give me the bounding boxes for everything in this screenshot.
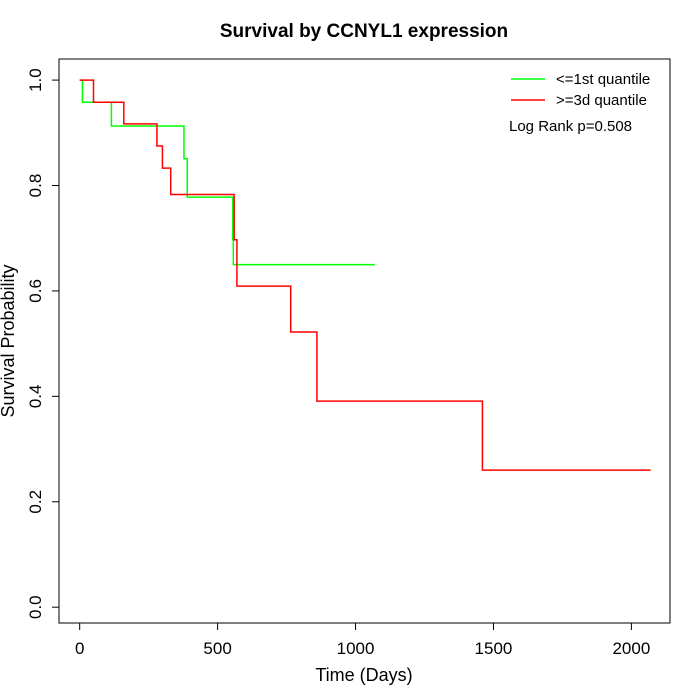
x-axis-label: Time (Days) <box>315 665 412 685</box>
x-tick-label: 2000 <box>612 639 650 658</box>
y-tick-label: 0.4 <box>26 385 45 409</box>
y-tick-label: 0.2 <box>26 490 45 514</box>
y-tick-label: 1.0 <box>26 68 45 92</box>
y-tick-label: 0.0 <box>26 595 45 619</box>
x-tick-label: 0 <box>75 639 84 658</box>
y-axis: 0.0 0.2 0.4 0.6 0.8 1.0 <box>26 68 60 619</box>
log-rank-annotation: Log Rank p=0.508 <box>509 118 632 135</box>
x-tick-label: 1000 <box>337 639 375 658</box>
legend-label-high: >=3d quantile <box>556 92 647 109</box>
x-tick-label: 1500 <box>475 639 513 658</box>
x-axis: 0 500 1000 1500 2000 <box>75 622 650 658</box>
y-tick-label: 0.8 <box>26 174 45 198</box>
chart-title: Survival by CCNYL1 expression <box>220 21 508 42</box>
y-axis-label: Survival Probability <box>0 264 18 417</box>
x-tick-label: 500 <box>203 639 231 658</box>
legend: <=1st quantile >=3d quantile <box>511 71 650 109</box>
legend-label-low: <=1st quantile <box>556 71 650 88</box>
series-line-high-quantile <box>79 79 651 471</box>
y-tick-label: 0.6 <box>26 279 45 303</box>
series-layer <box>79 79 651 471</box>
